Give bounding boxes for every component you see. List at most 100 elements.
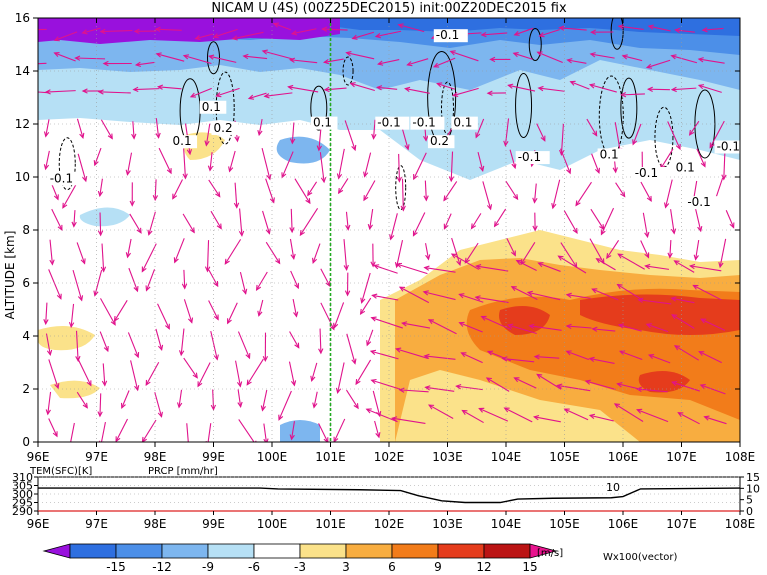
wind-vector [374, 30, 402, 39]
wind-vector [533, 354, 560, 360]
wind-vector [558, 25, 587, 31]
wind-vector [401, 321, 431, 329]
colorbar-tick-label: -15 [106, 560, 126, 574]
wind-vector [272, 22, 292, 31]
wind-vector [337, 178, 349, 195]
contour-label: 0.1 [202, 100, 221, 114]
x-tick-label: 97E [85, 450, 108, 464]
wind-vector [590, 29, 614, 35]
wind-vector [584, 379, 616, 390]
contour-label: -0.1 [687, 195, 710, 209]
wind-vector [97, 393, 103, 418]
wind-vector [423, 353, 456, 360]
wind-vector [563, 210, 578, 234]
colorbar-box [161, 543, 209, 559]
wind-vector [697, 84, 722, 93]
wind-vector [204, 123, 211, 147]
wind-vector [155, 328, 164, 352]
wind-vector [154, 26, 182, 33]
wind-vector [237, 389, 243, 408]
colorbar-tick-label: 6 [388, 560, 396, 574]
wind-vector [640, 181, 652, 203]
wind-vector [452, 87, 479, 97]
contour-label: 0.2 [214, 121, 233, 135]
wind-vector [565, 350, 590, 361]
contour-label: 0.1 [313, 116, 332, 130]
contour-line [528, 28, 542, 61]
wind-vector [310, 362, 318, 382]
contour-label: 0.1 [453, 116, 472, 130]
wind-vector [371, 119, 377, 140]
surface-left-tick-label: 305 [12, 480, 33, 493]
contour-label: 0.1 [676, 161, 695, 175]
wind-vector [76, 118, 85, 140]
wind-vector [182, 54, 212, 65]
wind-vector [62, 181, 78, 209]
wind-vector [178, 328, 185, 357]
wind-vector [450, 253, 480, 270]
wind-vector [133, 28, 157, 34]
wind-vector [551, 179, 561, 210]
wind-vector [591, 288, 619, 301]
surface-x-tick-label: 96E [27, 517, 50, 531]
wind-vector [373, 264, 398, 274]
colorbar-box [483, 543, 531, 559]
y-tick-label: 6 [22, 276, 30, 290]
contour-label-bg [375, 116, 410, 130]
wind-vector [647, 354, 671, 364]
wind-vector [76, 242, 86, 265]
wind-vector [247, 92, 267, 100]
colorbar-box [345, 543, 393, 559]
wind-vector [532, 414, 561, 423]
wind-vector [670, 296, 695, 304]
wind-vector [588, 83, 617, 93]
wind-vector [93, 147, 102, 167]
wind-vector [227, 302, 238, 325]
wind-vector [423, 180, 429, 202]
wind-vector [513, 27, 534, 36]
wind-vector [673, 260, 695, 273]
wind-vector [475, 264, 509, 272]
wind-vector [537, 85, 565, 92]
wind-vector [360, 272, 371, 304]
shade-purple [38, 18, 340, 44]
contour-label-bg [47, 172, 82, 186]
wind-vector [395, 347, 429, 359]
surface-x-tick-label: 99E [202, 517, 225, 531]
colorbar-box [115, 543, 163, 559]
wind-vector [289, 331, 300, 349]
wind-vector [294, 178, 311, 205]
wind-vector [228, 150, 236, 173]
colorbar-tick-label: 12 [476, 560, 491, 574]
wind-vector [365, 408, 398, 423]
wind-vector [38, 28, 47, 31]
wind-vector [396, 153, 402, 183]
wind-vector [257, 299, 264, 317]
wind-vector [265, 241, 281, 265]
wind-vector [474, 295, 509, 304]
wind-vector [427, 404, 454, 419]
wind-vector [359, 297, 372, 316]
wind-vector [289, 208, 295, 234]
wind-vector [606, 240, 620, 260]
surface-left-tick-label: 290 [12, 505, 33, 518]
colorbar-tick-label: -6 [248, 560, 260, 574]
wind-vector [370, 316, 403, 329]
wind-vector [617, 323, 642, 332]
wind-vector [404, 86, 430, 94]
wind-vector [389, 213, 398, 241]
wind-vector [536, 123, 546, 142]
wind-vector [510, 286, 538, 300]
wind-vector [75, 330, 81, 362]
wind-vector [197, 362, 211, 388]
wind-vector [673, 345, 700, 361]
wind-vector [709, 120, 725, 149]
wind-vector [460, 352, 483, 364]
wind-vector [100, 243, 107, 273]
wind-vector [718, 238, 727, 269]
contour-line [342, 56, 354, 86]
contour-label: -0.1 [436, 28, 459, 42]
wind-vector [242, 53, 268, 60]
wind-vector-layer [38, 22, 735, 442]
